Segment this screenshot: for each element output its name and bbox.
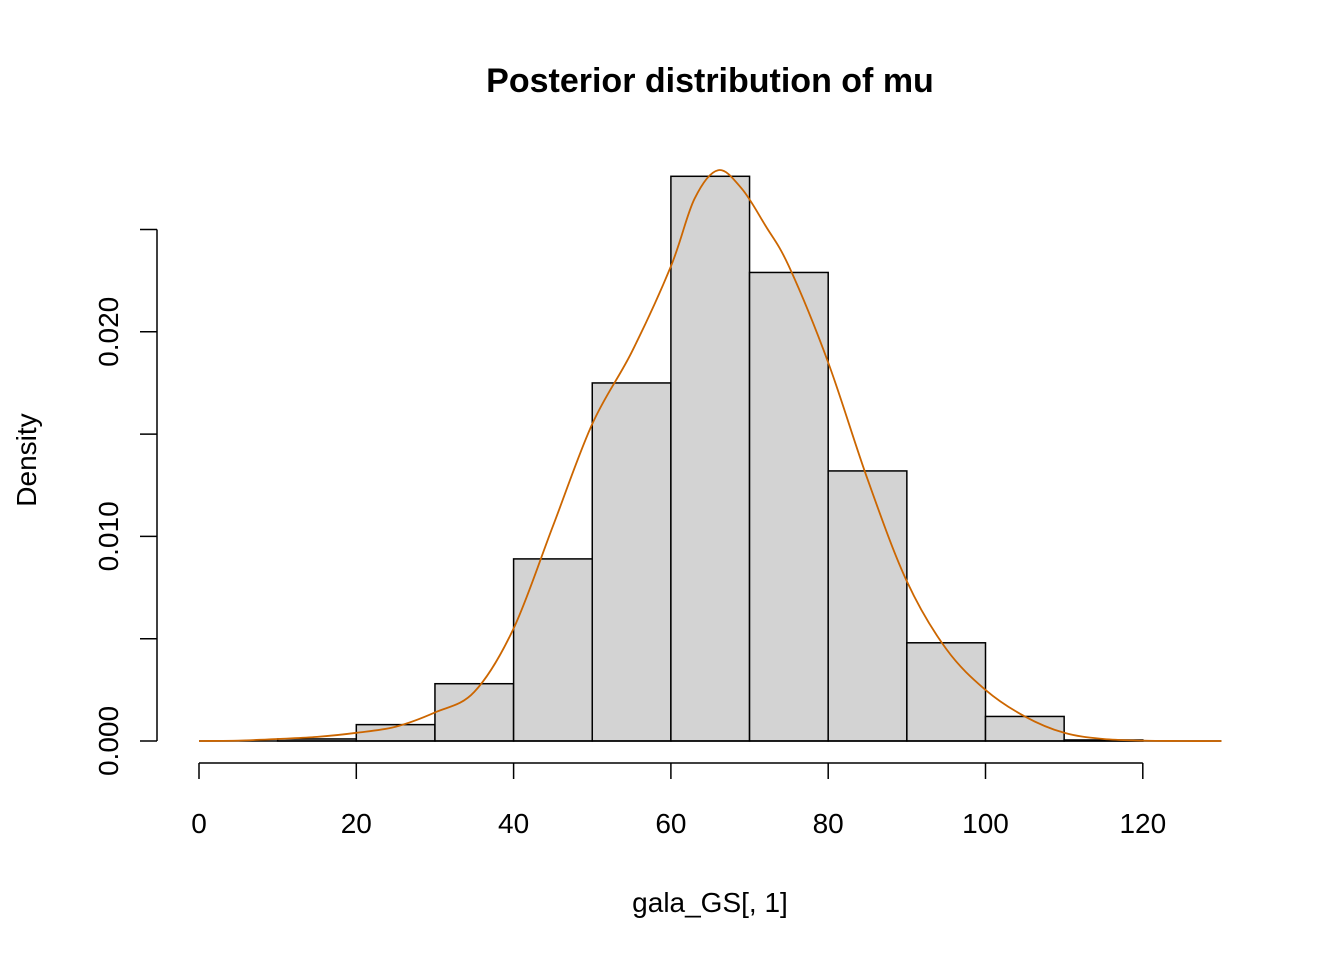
y-axis: 0.000 0.010 0.020: [93, 228, 158, 776]
histogram-bar: [670, 175, 751, 742]
y-tick-label: 0.020: [93, 297, 124, 367]
x-tick-label: 0: [191, 808, 207, 839]
histogram-bar: [434, 682, 515, 742]
x-tick-label: 60: [655, 808, 686, 839]
histogram-bar: [748, 271, 829, 742]
histogram-bar: [906, 642, 987, 742]
y-tick-label: 0.010: [93, 501, 124, 571]
histogram-bars: [276, 175, 1144, 742]
histogram-bar: [827, 470, 908, 742]
y-tick-label: 0.000: [93, 706, 124, 776]
density-curve: [198, 169, 1222, 742]
x-tick-label: 100: [962, 808, 1009, 839]
histogram-bar: [591, 382, 672, 742]
histogram-bar: [512, 558, 593, 742]
chart-title: Posterior distribution of mu: [486, 62, 934, 100]
x-tick-label: 80: [813, 808, 844, 839]
x-tick-label: 120: [1119, 808, 1166, 839]
y-axis-label: Density: [11, 413, 42, 506]
x-tick-label: 20: [341, 808, 372, 839]
x-axis: 0 20 40 60 80 100 120: [191, 762, 1166, 839]
x-axis-label: gala_GS[, 1]: [632, 887, 788, 918]
x-tick-label: 40: [498, 808, 529, 839]
